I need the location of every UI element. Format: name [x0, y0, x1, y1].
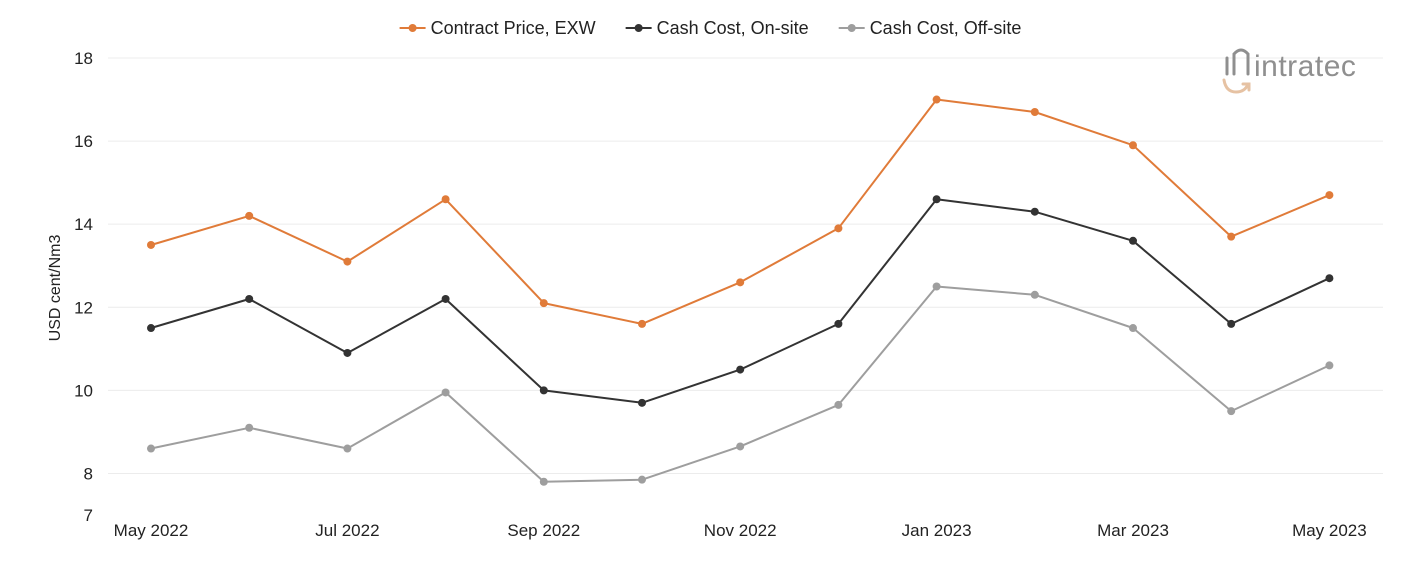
y-axis-label: USD cent/Nm3 [47, 235, 64, 342]
x-tick-label: Sep 2022 [507, 521, 580, 540]
data-point [932, 282, 941, 291]
data-point [1325, 361, 1334, 370]
data-point [1129, 141, 1137, 150]
y-tick-label: 12 [74, 298, 93, 317]
series [147, 195, 1334, 407]
data-point [245, 423, 254, 432]
data-point [147, 444, 155, 453]
x-tick-label: Jan 2023 [902, 521, 972, 540]
series-line [150, 285, 1330, 483]
data-point [1129, 324, 1137, 333]
x-tick-label: Nov 2022 [704, 521, 777, 540]
data-point [1227, 319, 1236, 328]
data-point [1030, 207, 1039, 216]
data-point [736, 365, 745, 374]
data-point [638, 398, 646, 407]
data-point [343, 348, 352, 357]
legend: Contract Price, EXW Cash Cost, On-site Cas… [399, 18, 1022, 38]
logo-text: intratec [1254, 50, 1356, 83]
data-point [834, 319, 843, 328]
y-tick-label: 10 [74, 381, 93, 400]
y-tick-label: 18 [74, 49, 93, 68]
data-point [441, 388, 450, 397]
data-point [1227, 407, 1236, 416]
y-tick-label: 8 [84, 464, 93, 483]
data-point [1129, 236, 1137, 245]
data-point [147, 324, 155, 333]
data-point [736, 278, 745, 287]
legend-label: Cash Cost, Off-site [870, 18, 1022, 38]
data-point [343, 257, 352, 266]
data-point [1325, 274, 1334, 283]
legend-item: Cash Cost, On-site [625, 18, 809, 38]
logo-mark-icon [1222, 48, 1251, 94]
data-point [638, 319, 646, 328]
series [147, 95, 1334, 328]
y-tick-label: 14 [74, 215, 93, 234]
legend-item: Cash Cost, Off-site [838, 18, 1022, 38]
series-line [150, 98, 1330, 325]
data-point [932, 95, 941, 104]
data-point [1030, 290, 1039, 299]
legend-label: Contract Price, EXW [431, 18, 596, 38]
y-tick-label: 7 [84, 506, 93, 525]
grid-lines [108, 57, 1383, 474]
x-tick-label: May 2023 [1292, 521, 1367, 540]
legend-marker-point [408, 24, 417, 32]
legend-item: Contract Price, EXW [399, 18, 596, 38]
x-tick-label: May 2022 [114, 521, 189, 540]
data-point [1030, 108, 1039, 117]
data-point [736, 442, 745, 451]
x-tick-label: Mar 2023 [1097, 521, 1169, 540]
data-point [245, 211, 254, 220]
series-group [147, 95, 1334, 486]
y-tick-label: 16 [74, 132, 93, 151]
data-point [245, 294, 254, 303]
data-point [1227, 232, 1236, 241]
legend-label: Cash Cost, On-site [657, 18, 809, 38]
data-point [932, 195, 941, 204]
data-point [539, 477, 548, 486]
data-point [638, 475, 646, 484]
data-point [343, 444, 352, 453]
legend-marker-point [634, 24, 643, 32]
legend-marker-point [847, 24, 856, 32]
data-point [441, 195, 450, 204]
data-point [834, 400, 843, 409]
intratec-logo: intratec [1222, 48, 1356, 94]
series [147, 282, 1334, 486]
data-point [147, 240, 155, 249]
data-point [539, 299, 548, 308]
data-point [1325, 191, 1334, 200]
y-axis: 7 8 10 12 14 16 18 [74, 49, 93, 525]
data-point [441, 294, 450, 303]
data-point [834, 224, 843, 233]
x-tick-label: Jul 2022 [315, 521, 379, 540]
data-point [539, 386, 548, 395]
x-axis: May 2022 Jul 2022 Sep 2022 Nov 2022 Jan 2023… [114, 521, 1367, 540]
